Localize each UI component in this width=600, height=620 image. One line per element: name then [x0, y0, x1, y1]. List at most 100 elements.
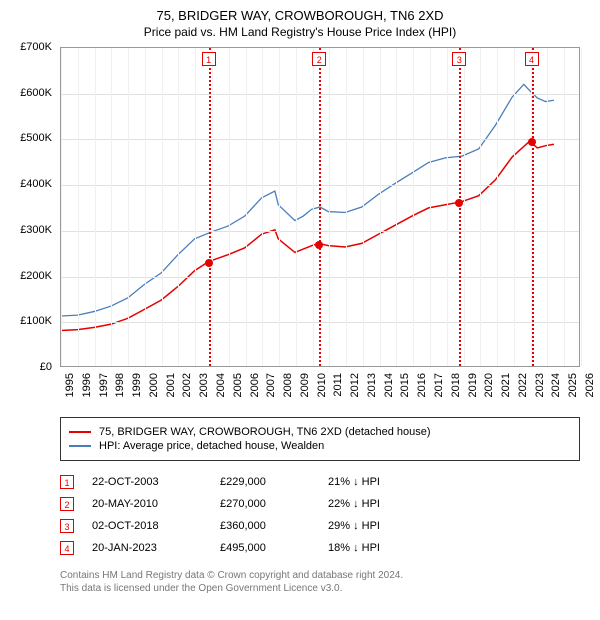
transaction-index: 1 [60, 475, 74, 489]
x-tick-label: 1998 [114, 373, 126, 397]
x-tick-label: 1997 [98, 373, 110, 397]
x-tick-label: 2012 [349, 373, 361, 397]
marker-box: 3 [452, 52, 466, 66]
gridline-v [497, 48, 498, 366]
legend-item: HPI: Average price, detached house, Weal… [69, 440, 571, 452]
footer-line-2: This data is licensed under the Open Gov… [60, 582, 580, 595]
page-subtitle: Price paid vs. HM Land Registry's House … [12, 25, 588, 39]
marker-dot [205, 259, 213, 267]
transaction-delta: 18% ↓ HPI [328, 542, 428, 554]
gridline-v [480, 48, 481, 366]
y-tick-label: £500K [20, 132, 52, 144]
x-tick-label: 1999 [131, 373, 143, 397]
gridline-v [329, 48, 330, 366]
transaction-index: 3 [60, 519, 74, 533]
x-tick-label: 2026 [584, 373, 596, 397]
x-tick-label: 2014 [383, 373, 395, 397]
x-tick-label: 2023 [534, 373, 546, 397]
transaction-price: £270,000 [220, 498, 310, 510]
transaction-row: 220-MAY-2010£270,00022% ↓ HPI [60, 493, 580, 515]
marker-line [209, 48, 211, 366]
gridline-v [162, 48, 163, 366]
x-tick-label: 1996 [81, 373, 93, 397]
y-axis-labels: £0£100K£200K£300K£400K£500K£600K£700K [12, 47, 56, 367]
gridline-v [430, 48, 431, 366]
gridline-v [396, 48, 397, 366]
plot-area: 1234 [60, 47, 580, 367]
x-tick-label: 2005 [232, 373, 244, 397]
x-tick-label: 2001 [165, 373, 177, 397]
x-tick-label: 2017 [433, 373, 445, 397]
legend: 75, BRIDGER WAY, CROWBOROUGH, TN6 2XD (d… [60, 417, 580, 461]
marker-dot [455, 199, 463, 207]
x-tick-label: 2019 [467, 373, 479, 397]
footer-line-1: Contains HM Land Registry data © Crown c… [60, 569, 580, 582]
gridline-v [313, 48, 314, 366]
marker-line [319, 48, 321, 366]
gridline-v [195, 48, 196, 366]
y-tick-label: £200K [20, 270, 52, 282]
marker-box: 2 [312, 52, 326, 66]
x-tick-label: 2006 [249, 373, 261, 397]
transaction-index: 4 [60, 541, 74, 555]
gridline-v [346, 48, 347, 366]
gridline-v [296, 48, 297, 366]
legend-swatch [69, 445, 91, 447]
y-tick-label: £300K [20, 224, 52, 236]
transaction-price: £229,000 [220, 476, 310, 488]
x-tick-label: 2021 [500, 373, 512, 397]
gridline-v [128, 48, 129, 366]
x-tick-label: 2020 [483, 373, 495, 397]
y-tick-label: £600K [20, 87, 52, 99]
gridline-v [547, 48, 548, 366]
page-title: 75, BRIDGER WAY, CROWBOROUGH, TN6 2XD [12, 8, 588, 23]
legend-label: 75, BRIDGER WAY, CROWBOROUGH, TN6 2XD (d… [99, 426, 431, 438]
chart: £0£100K£200K£300K£400K£500K£600K£700K 12… [12, 47, 588, 407]
y-tick-label: £100K [20, 315, 52, 327]
transaction-date: 20-MAY-2010 [92, 498, 202, 510]
gridline-v [95, 48, 96, 366]
page-container: 75, BRIDGER WAY, CROWBOROUGH, TN6 2XD Pr… [0, 0, 600, 607]
transaction-row: 4 20-JAN-2023 £495,000 18% ↓ HPI [60, 537, 580, 559]
transaction-delta: 21% ↓ HPI [328, 476, 428, 488]
transaction-price: £495,000 [220, 542, 310, 554]
x-tick-label: 1995 [64, 373, 76, 397]
gridline-v [363, 48, 364, 366]
gridline-v [279, 48, 280, 366]
y-tick-label: £700K [20, 41, 52, 53]
x-tick-label: 2018 [450, 373, 462, 397]
y-tick-label: £0 [40, 361, 52, 373]
gridline-v [78, 48, 79, 366]
gridline-v [61, 48, 62, 366]
gridline-v [145, 48, 146, 366]
gridline-v [229, 48, 230, 366]
x-axis-labels: 1995199619971998199920002001200220032004… [60, 369, 580, 407]
gridline-v [111, 48, 112, 366]
gridline-v [447, 48, 448, 366]
transactions-table: 1 22-OCT-2003 £229,000 21% ↓ HPI 2 20-MAY-201… [60, 471, 580, 559]
gridline-v [413, 48, 414, 366]
x-tick-label: 2004 [215, 373, 227, 397]
x-tick-label: 2000 [148, 373, 160, 397]
gridline-v [581, 48, 582, 366]
x-tick-label: 2003 [198, 373, 210, 397]
x-tick-label: 2010 [316, 373, 328, 397]
marker-dot [528, 138, 536, 146]
x-tick-label: 2024 [550, 373, 562, 397]
x-tick-label: 2025 [567, 373, 579, 397]
x-tick-label: 2011 [332, 373, 344, 397]
transaction-price: £360,000 [220, 520, 310, 532]
x-tick-label: 2009 [299, 373, 311, 397]
gridline-v [514, 48, 515, 366]
transaction-date: 20-JAN-2023 [92, 542, 202, 554]
transaction-date: 22-OCT-2003 [92, 476, 202, 488]
x-tick-label: 2016 [416, 373, 428, 397]
transaction-index: 2 [60, 497, 74, 511]
legend-item: 75, BRIDGER WAY, CROWBOROUGH, TN6 2XD (d… [69, 426, 571, 438]
footer: Contains HM Land Registry data © Crown c… [60, 569, 580, 595]
transaction-row: 302-OCT-2018£360,00029% ↓ HPI [60, 515, 580, 537]
gridline-v [178, 48, 179, 366]
marker-box: 4 [525, 52, 539, 66]
legend-swatch [69, 431, 91, 433]
legend-label: HPI: Average price, detached house, Weal… [99, 440, 324, 452]
